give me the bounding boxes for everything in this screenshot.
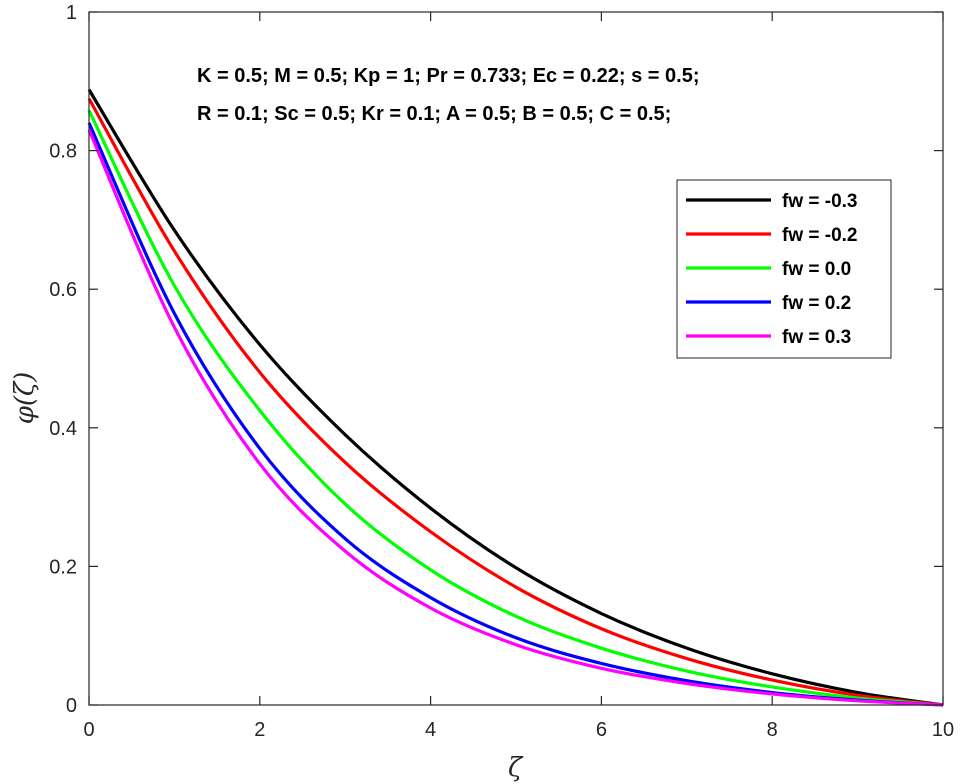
- y-tick-label: 0.8: [49, 141, 77, 163]
- x-tick-label: 4: [425, 719, 436, 741]
- x-tick-label: 6: [596, 719, 607, 741]
- legend-entry-4: fw = 0.3: [782, 327, 851, 348]
- series-line-2: [87, 109, 944, 707]
- series-curves: [87, 88, 944, 707]
- axis-ticks: [88, 11, 944, 706]
- parameter-annotation-line-2: R = 0.1; Sc = 0.5; Kr = 0.1; A = 0.5; B …: [197, 103, 671, 125]
- series-line-0: [87, 88, 944, 707]
- plot-frame: [88, 11, 944, 706]
- y-tick-label: 1: [66, 2, 77, 24]
- y-tick-label: 0.4: [49, 418, 77, 440]
- x-axis-label: ζ: [508, 753, 524, 783]
- series-line-4: [87, 129, 944, 707]
- legend-entry-0: fw = -0.3: [782, 191, 858, 212]
- x-tick-label: 0: [83, 719, 94, 741]
- y-tick-label: 0.6: [49, 279, 77, 301]
- legend-entry-3: fw = 0.2: [782, 293, 851, 314]
- x-tick-label: 2: [254, 719, 265, 741]
- y-tick-label: 0: [66, 695, 77, 717]
- y-axis-label: φ(ζ): [10, 372, 40, 425]
- series-line-1: [87, 97, 944, 707]
- parameter-annotation-line-1: K = 0.5; M = 0.5; Kp = 1; Pr = 0.733; Ec…: [197, 65, 699, 87]
- legend-box: [676, 179, 892, 359]
- x-tick-label: 10: [932, 719, 954, 741]
- y-tick-label: 0.2: [49, 556, 77, 578]
- legend-entry-2: fw = 0.0: [782, 259, 851, 280]
- legend: fw = -0.3 fw = -0.2 fw = 0.0 fw = 0.2 fw = 0…: [676, 179, 892, 359]
- tick-labels: 0 2 4 6 8 10 0 0.2 0.4 0.6 0.8 1: [49, 2, 954, 741]
- legend-entry-1: fw = -0.2: [782, 225, 858, 246]
- x-tick-label: 8: [767, 719, 778, 741]
